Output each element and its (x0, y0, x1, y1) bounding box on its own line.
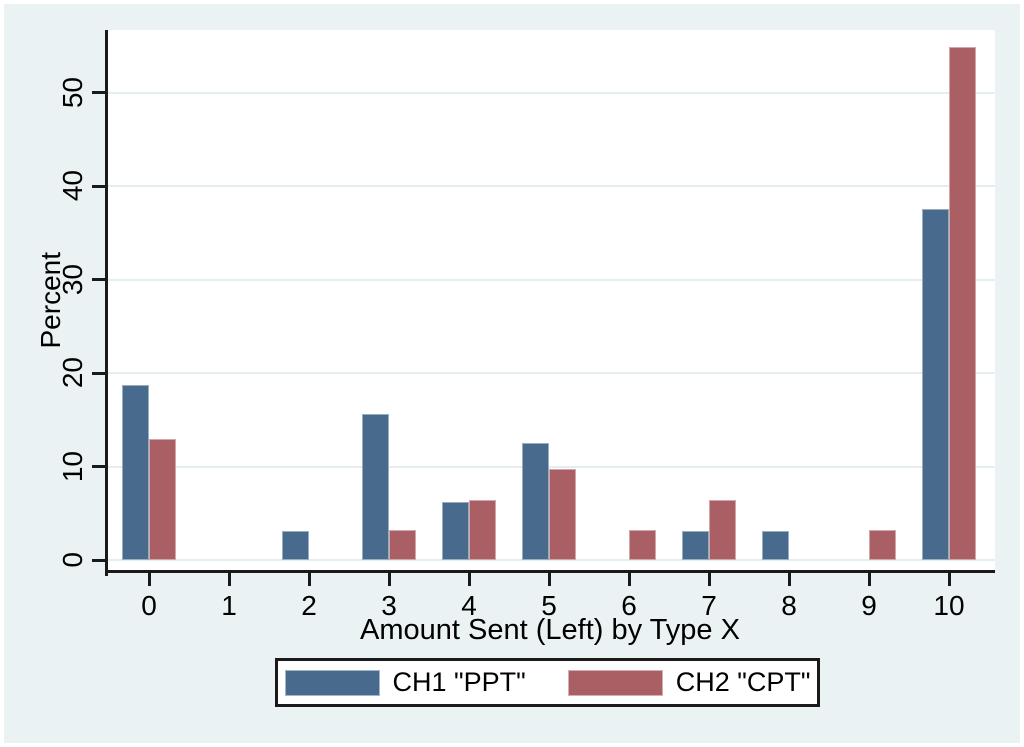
x-tick (547, 573, 551, 586)
y-tick-label: 50 (57, 48, 89, 138)
bar-ch1-x0 (122, 384, 149, 560)
x-tick-label: 10 (933, 590, 965, 621)
x-tick (707, 573, 711, 586)
bar-ch1-x8 (762, 530, 789, 560)
x-tick-label: 2 (301, 590, 317, 621)
x-tick-label: 4 (461, 590, 477, 621)
y-axis-title-text: Percent (35, 251, 66, 349)
x-tick-label: 9 (861, 590, 877, 621)
x-tick (307, 573, 311, 586)
x-tick-label: 7 (701, 590, 717, 621)
x-tick-label: 8 (781, 590, 797, 621)
gridline (105, 465, 995, 468)
x-tick (947, 573, 951, 586)
x-tick-label: 5 (541, 590, 557, 621)
x-tick-label: 3 (381, 590, 397, 621)
y-tick-label: 0 (57, 515, 89, 605)
legend-label-ch1: CH1 "PPT" (392, 667, 526, 697)
bar-ch1-x10 (922, 209, 949, 560)
y-tick (92, 371, 105, 375)
x-tick (867, 573, 871, 586)
y-tick-label-text: 50 (57, 76, 88, 109)
x-axis-title: Amount Sent (Left) by Type X (360, 614, 740, 646)
legend-entry-ch1: CH1 "PPT" (284, 667, 526, 698)
x-tick (467, 573, 471, 586)
legend-label-ch2: CH2 "CPT" (675, 667, 811, 697)
x-tick (787, 573, 791, 586)
x-tick (387, 573, 391, 586)
bar-ch1-x4 (442, 501, 469, 560)
y-axis-title: Percent (34, 150, 68, 450)
legend-entry-ch2: CH2 "CPT" (567, 667, 811, 698)
bar-ch2-x5 (549, 469, 576, 560)
bar-ch2-x3 (389, 529, 416, 560)
y-axis-line (105, 30, 108, 576)
gridline (105, 278, 995, 281)
gridline (105, 372, 995, 374)
bar-ch2-x7 (709, 499, 736, 560)
gridline (105, 559, 995, 561)
y-tick (92, 278, 105, 281)
x-tick (227, 573, 231, 586)
bar-ch1-x2 (282, 530, 309, 560)
gridline (105, 185, 995, 187)
legend-swatch-ch2 (567, 669, 663, 696)
x-tick-label: 0 (141, 590, 157, 621)
bar-ch2-x4 (469, 499, 496, 560)
x-tick-label: 6 (621, 590, 637, 621)
y-tick-label-text: 0 (57, 552, 88, 568)
bar-ch1-x3 (362, 413, 389, 560)
chart-canvas: 0 10 20 30 40 50 0 1 2 3 4 5 6 7 8 9 10 Percent Amount … (4, 4, 1020, 743)
y-tick (92, 465, 105, 468)
x-axis-line (105, 570, 995, 573)
bar-ch2-x0 (149, 439, 176, 560)
bar-ch2-x6 (629, 529, 656, 560)
x-tick (147, 573, 151, 586)
plot-area: 0 10 20 30 40 50 0 1 2 3 4 5 6 7 8 9 10 (57, 30, 995, 621)
y-tick (92, 558, 105, 562)
y-tick-label-text: 10 (57, 450, 88, 483)
y-tick (92, 91, 105, 94)
gridline (105, 91, 995, 94)
x-tick-label: 1 (221, 590, 237, 621)
legend: CH1 "PPT" CH2 "CPT" (275, 658, 820, 707)
legend-swatch-ch1 (284, 669, 380, 696)
x-tick (627, 573, 631, 586)
bar-ch2-x9 (869, 529, 896, 560)
bar-ch1-x7 (682, 530, 709, 560)
y-tick (92, 184, 105, 188)
bar-ch1-x5 (522, 443, 549, 560)
bar-ch2-x10 (949, 47, 976, 560)
